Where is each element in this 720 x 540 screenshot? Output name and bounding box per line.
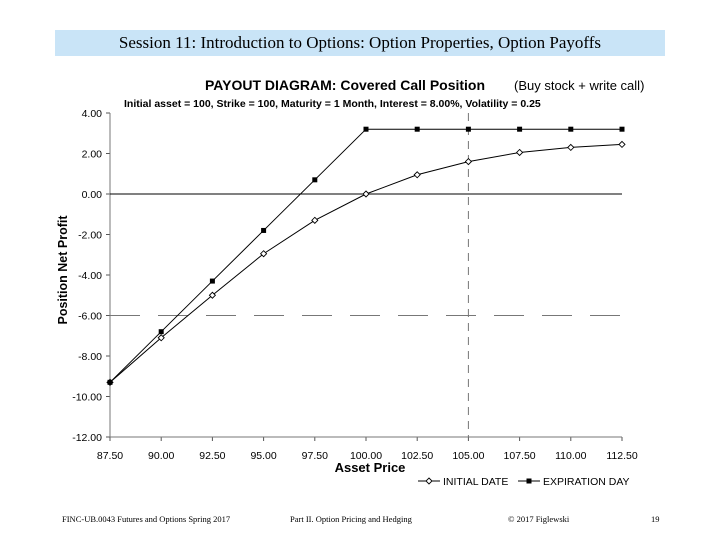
data-point-initial-date <box>208 291 217 299</box>
footer-part: Part II. Option Pricing and Hedging <box>290 514 412 524</box>
y-tick-label: -10.00 <box>72 392 102 404</box>
data-point-expiration-day <box>209 278 215 284</box>
x-tick-label: 95.00 <box>250 450 276 462</box>
data-point-expiration-day <box>619 126 625 132</box>
data-point-expiration-day <box>312 177 318 183</box>
legend-label-initial-date: INITIAL DATE <box>443 476 508 488</box>
x-tick-label: 102.50 <box>401 450 433 462</box>
x-tick-label: 97.50 <box>302 450 328 462</box>
data-point-initial-date <box>413 171 421 179</box>
data-point-initial-date <box>157 334 165 342</box>
data-point-expiration-day <box>517 126 523 132</box>
y-tick-label: -12.00 <box>72 432 102 444</box>
data-point-initial-date <box>618 140 626 149</box>
data-point-initial-date <box>515 148 524 157</box>
data-point-expiration-day <box>363 126 369 132</box>
footer-copyright: © 2017 Figlewski <box>508 514 570 524</box>
y-tick-label: 4.00 <box>82 108 103 120</box>
data-point-expiration-day <box>261 227 267 233</box>
footer-course: FINC-UB.0043 Futures and Options Spring … <box>62 514 231 524</box>
y-tick-label: -2.00 <box>78 230 102 242</box>
data-point-expiration-day <box>107 379 113 385</box>
data-point-initial-date <box>567 143 575 152</box>
x-tick-label: 92.50 <box>199 450 225 462</box>
x-tick-label: 107.50 <box>504 450 536 462</box>
y-tick-label: 2.00 <box>82 149 103 161</box>
y-tick-label: 0.00 <box>82 189 103 201</box>
data-point-initial-date <box>464 157 473 166</box>
slide-title-bar: Session 11: Introduction to Options: Opt… <box>55 30 665 56</box>
data-point-expiration-day <box>414 126 420 132</box>
chart-title-note: (Buy stock + write call) <box>514 78 644 93</box>
x-tick-label: 110.00 <box>555 450 586 462</box>
data-point-expiration-day <box>158 329 164 335</box>
y-tick-label: -6.00 <box>78 311 102 323</box>
y-axis-label: Position Net Profit <box>56 215 70 325</box>
footer-page-number: 19 <box>651 514 660 524</box>
chart-subtitle: Initial asset = 100, Strike = 100, Matur… <box>124 98 541 110</box>
slide-title: Session 11: Introduction to Options: Opt… <box>118 33 602 52</box>
legend-label-expiration-day: EXPIRATION DAY <box>543 476 630 488</box>
data-point-expiration-day <box>568 126 574 132</box>
x-tick-label: 90.00 <box>148 450 174 462</box>
data-point-initial-date <box>259 250 268 258</box>
legend-marker-expiration-day <box>526 478 532 484</box>
series-line-initial-date <box>109 143 623 383</box>
y-tick-label: -4.00 <box>78 270 102 282</box>
legend-marker-initial-date <box>425 477 433 485</box>
data-point-initial-date <box>362 190 370 198</box>
series-line-expiration-day <box>109 128 622 383</box>
x-tick-label: 87.50 <box>97 450 123 462</box>
x-tick-label: 112.50 <box>606 450 637 462</box>
y-tick-label: -8.00 <box>78 351 102 363</box>
x-axis-label: Asset Price <box>335 460 406 475</box>
x-tick-label: 100.00 <box>350 450 382 462</box>
data-point-expiration-day <box>465 126 471 132</box>
chart-title: PAYOUT DIAGRAM: Covered Call Position <box>205 77 485 93</box>
data-point-initial-date <box>311 216 319 224</box>
x-tick-label: 105.00 <box>452 450 484 462</box>
